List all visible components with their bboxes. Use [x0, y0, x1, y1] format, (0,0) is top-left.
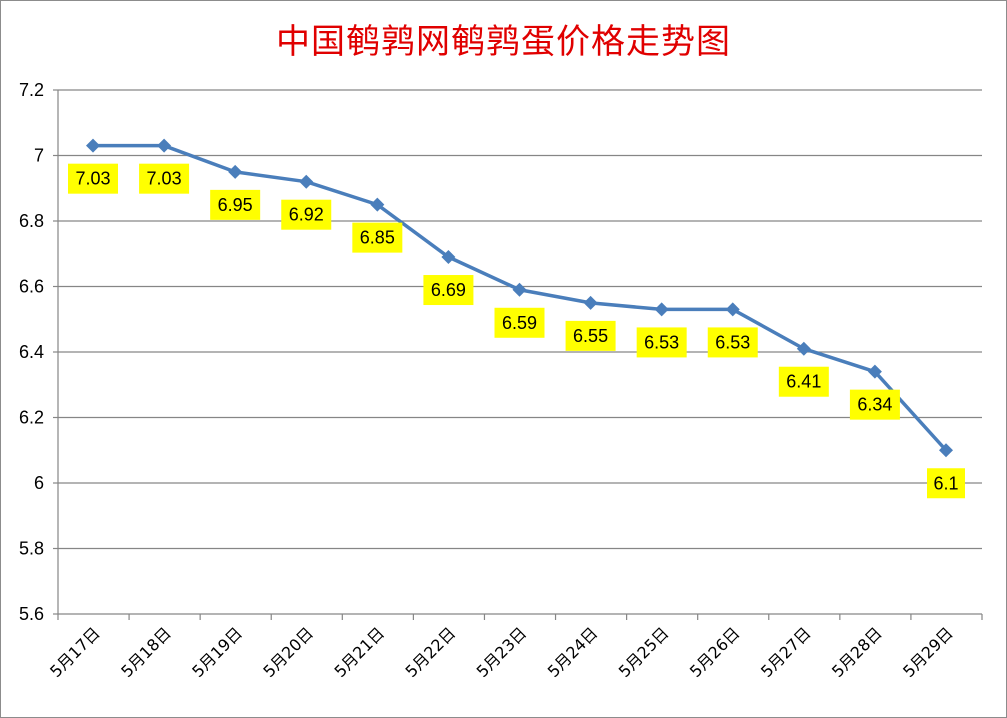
data-label-bg [210, 189, 261, 220]
x-tick-label: 5月23日 [473, 623, 531, 681]
x-tick-label: 5月21日 [330, 623, 388, 681]
data-label-bg [565, 320, 616, 351]
x-tick-label: 5月26日 [686, 623, 744, 681]
x-tick-label: 5月17日 [46, 623, 104, 681]
y-tick-label: 6.6 [19, 277, 44, 297]
data-label: 6.92 [289, 205, 324, 225]
data-point [228, 164, 243, 179]
data-point [725, 302, 740, 317]
data-label: 6.1 [933, 473, 958, 493]
data-label: 6.53 [644, 332, 679, 352]
data-label: 6.41 [786, 372, 821, 392]
data-point [654, 302, 669, 317]
x-tick-label: 5月24日 [544, 623, 602, 681]
x-tick-label: 5月19日 [188, 623, 246, 681]
x-axis: 5月17日 5月18日 5月19日 5月20日 5月21日 5月22日 5月23日 5月24日… [46, 614, 983, 681]
data-point [867, 364, 882, 379]
data-point [157, 138, 172, 153]
data-label-bg [778, 366, 829, 397]
data-label-bg [352, 222, 403, 253]
data-point [86, 138, 100, 153]
data-label-bg [139, 163, 190, 194]
data-label: 6.59 [502, 313, 537, 333]
data-point [796, 341, 811, 356]
price-series [86, 138, 953, 458]
data-label-bg [849, 389, 900, 420]
gridlines [58, 89, 982, 615]
data-label: 6.69 [431, 280, 466, 300]
data-label: 6.85 [360, 228, 395, 248]
data-label: 7.03 [75, 169, 110, 189]
x-tick-label: 5月20日 [259, 623, 317, 681]
x-tick-label: 5月29日 [899, 623, 957, 681]
y-tick-label: 7.2 [19, 80, 44, 100]
data-label: 6.34 [857, 395, 892, 415]
data-label: 7.03 [147, 169, 182, 189]
x-tick-label: 5月27日 [757, 623, 815, 681]
data-point [299, 174, 314, 189]
data-point [939, 443, 953, 458]
y-tick-label: 7 [34, 146, 44, 166]
data-label: 6.55 [573, 326, 608, 346]
y-tick-label: 6 [34, 473, 44, 493]
y-tick-label: 5.8 [19, 539, 44, 559]
chart-title: 中国鹌鹑网鹌鹑蛋价格走势图 [276, 22, 731, 62]
x-tick-label: 5月28日 [828, 623, 886, 681]
data-point [441, 250, 456, 265]
data-labels: 7.03 7.03 6.95 6.92 6.85 6.69 6.59 6.55 6.53 6.53… [68, 163, 965, 499]
data-label-bg [68, 163, 118, 194]
data-label-bg [494, 307, 545, 338]
data-point [512, 282, 527, 297]
data-label-bg [636, 327, 687, 358]
x-tick-label: 5月18日 [117, 623, 175, 681]
y-tick-label: 6.2 [19, 408, 44, 428]
data-point [370, 197, 385, 212]
y-tick-label: 6.8 [19, 211, 44, 231]
y-tick-label: 5.6 [19, 604, 44, 624]
y-axis: 5.6 5.8 6 6.2 6.4 6.6 6.8 7 7.2 [19, 80, 59, 624]
data-label-bg [423, 275, 474, 306]
data-label: 6.95 [218, 195, 253, 215]
x-tick-label: 5月25日 [615, 623, 673, 681]
y-tick-label: 6.4 [19, 342, 44, 362]
x-tick-label: 5月22日 [402, 623, 460, 681]
data-label-bg [927, 468, 965, 499]
data-label-bg [281, 199, 332, 230]
data-label: 6.53 [715, 332, 750, 352]
data-point [583, 295, 598, 310]
data-label-bg [707, 327, 758, 358]
